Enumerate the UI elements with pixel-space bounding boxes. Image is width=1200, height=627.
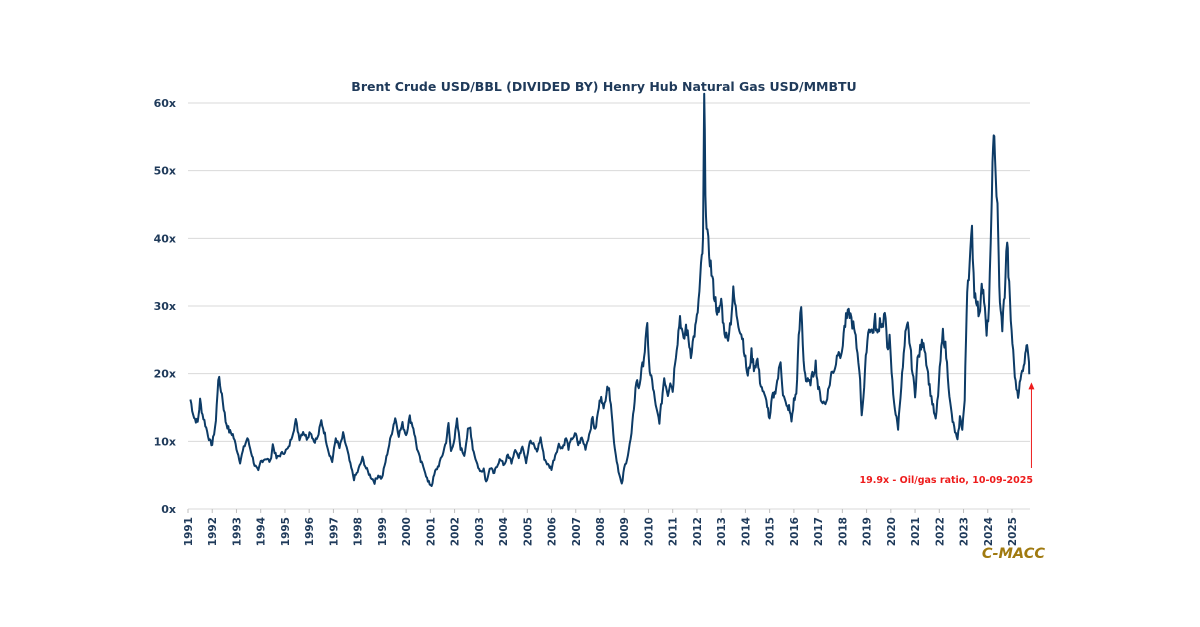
x-tick-label: 2006 <box>547 517 559 546</box>
x-tick-label: 2005 <box>522 517 534 546</box>
x-tick-label: 1991 <box>183 517 195 546</box>
series-line <box>189 92 1031 487</box>
x-tick-label: 2016 <box>789 517 801 546</box>
x-tick-label: 2012 <box>692 517 704 546</box>
y-tick-label: 10x <box>154 435 176 448</box>
x-tick-label: 2007 <box>571 517 583 546</box>
x-tick-label: 2024 <box>983 517 995 546</box>
chart-title: Brent Crude USD/BBL (DIVIDED BY) Henry H… <box>351 79 856 94</box>
x-tick-label: 2010 <box>643 517 655 546</box>
x-tick-label: 2004 <box>498 517 510 546</box>
x-tick-label: 2009 <box>619 517 631 546</box>
x-tick-label: 1999 <box>377 517 389 546</box>
brand-watermark: C-MACC <box>982 546 1046 562</box>
x-tick-label: 2002 <box>450 517 462 546</box>
x-tick-label: 2003 <box>474 517 486 546</box>
x-tick-label: 1992 <box>207 517 219 546</box>
x-tick-label: 2008 <box>595 517 607 546</box>
x-tick-label: 1995 <box>280 517 292 546</box>
x-tick-label: 2022 <box>934 517 946 546</box>
x-tick-label: 1997 <box>328 517 340 546</box>
y-tick-label: 60x <box>154 97 176 110</box>
x-axis-ticks: 1991 1992 1993 1994 1995 1996 1997 1998 1999 2000… <box>183 509 1019 546</box>
x-tick-label: 2015 <box>765 517 777 546</box>
y-tick-label: 0x <box>161 503 176 516</box>
x-tick-label: 2018 <box>837 517 849 546</box>
x-tick-label: 1993 <box>231 517 243 546</box>
x-tick-label: 2000 <box>401 517 413 546</box>
x-tick-label: 2020 <box>886 517 898 546</box>
x-tick-label: 2017 <box>813 517 825 546</box>
x-tick-label: 2013 <box>716 517 728 546</box>
y-tick-label: 40x <box>154 232 176 245</box>
x-tick-label: 2023 <box>959 517 971 546</box>
x-tick-label: 2025 <box>1007 517 1019 546</box>
y-axis-ticks: 0x 10x 20x 30x 40x 50x 60x <box>154 97 176 516</box>
series-group <box>189 92 1031 487</box>
x-tick-label: 1996 <box>304 517 316 546</box>
x-tick-label: 2014 <box>740 517 752 546</box>
gridlines <box>188 102 1030 510</box>
x-tick-label: 1994 <box>256 517 268 546</box>
x-tick-label: 1998 <box>353 517 365 546</box>
x-tick-label: 2011 <box>668 517 680 546</box>
annotation-group: 19.9x - Oil/gas ratio, 10-09-2025 <box>860 382 1035 486</box>
x-tick-label: 2019 <box>862 517 874 546</box>
y-tick-label: 50x <box>154 165 176 178</box>
annotation-label: 19.9x - Oil/gas ratio, 10-09-2025 <box>860 475 1033 486</box>
x-tick-label: 2001 <box>425 517 437 546</box>
y-tick-label: 30x <box>154 300 176 313</box>
y-tick-label: 20x <box>154 368 176 381</box>
x-tick-label: 2021 <box>910 517 922 546</box>
annotation-arrowhead <box>1028 382 1035 390</box>
